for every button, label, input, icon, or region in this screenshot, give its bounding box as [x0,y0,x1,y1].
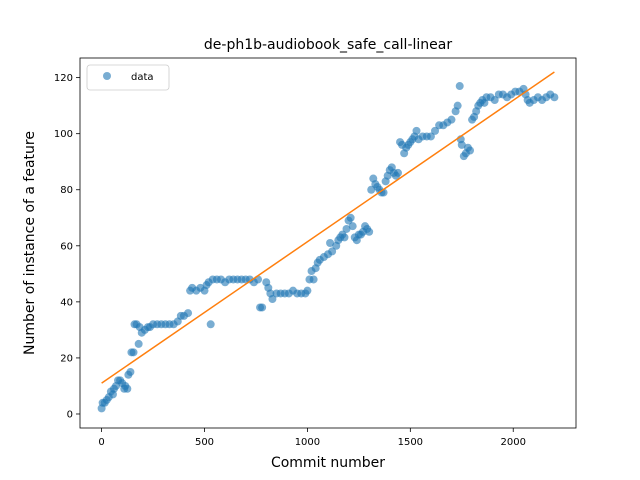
data-point [206,320,215,329]
data-point [254,275,263,284]
y-tick-label: 60 [60,241,73,252]
y-axis-ticks: 0 20 40 60 80 100 120 [54,73,80,420]
data-point [184,309,193,318]
y-tick-label: 100 [54,129,73,140]
x-tick-label: 0 [98,437,104,448]
y-axis-label: Number of instance of a feature [22,131,38,355]
plot-area [79,57,577,429]
data-point [466,146,475,155]
data-point [258,303,267,312]
data-point [123,384,132,393]
data-point [367,185,376,194]
data-point [550,93,559,102]
data-point [129,348,138,357]
data-point [348,222,357,231]
data-point [309,275,318,284]
data-point [346,213,355,222]
data-point [431,126,440,135]
data-point [490,96,499,105]
data-point [303,286,312,295]
x-tick-label: 1000 [295,437,320,448]
data-point [365,227,374,236]
data-point [457,140,466,149]
data-point [455,82,464,91]
chart-title: de-ph1b-audiobook_safe_call-linear [204,37,452,53]
data-point [453,101,462,110]
legend-label-data: data [131,72,154,83]
axes-frame [79,57,577,429]
legend-marker [103,72,111,80]
data-point [447,115,456,124]
y-tick-label: 0 [67,409,73,420]
y-tick-label: 20 [60,353,73,364]
data-point [340,233,349,242]
y-tick-label: 40 [60,297,73,308]
legend: data [86,64,170,91]
data-point [393,168,402,177]
x-axis-ticks: 0 500 1000 1500 2000 [98,428,526,448]
data-point [412,126,421,135]
data-point [134,339,143,348]
fit-line-layer [101,71,555,384]
data-point [426,132,435,141]
legend-frame [86,64,170,91]
x-axis-label: Commit number [271,455,385,471]
data-point [126,367,135,376]
x-tick-label: 2000 [501,437,526,448]
x-tick-label: 500 [195,437,214,448]
x-tick-label: 1500 [398,437,423,448]
data-points [97,82,559,413]
fit-line [101,71,555,384]
y-tick-label: 80 [60,185,73,196]
data-point [342,224,351,233]
data-point [326,239,335,247]
data-point [268,295,277,304]
data-point [328,247,337,256]
y-tick-label: 120 [54,73,73,84]
